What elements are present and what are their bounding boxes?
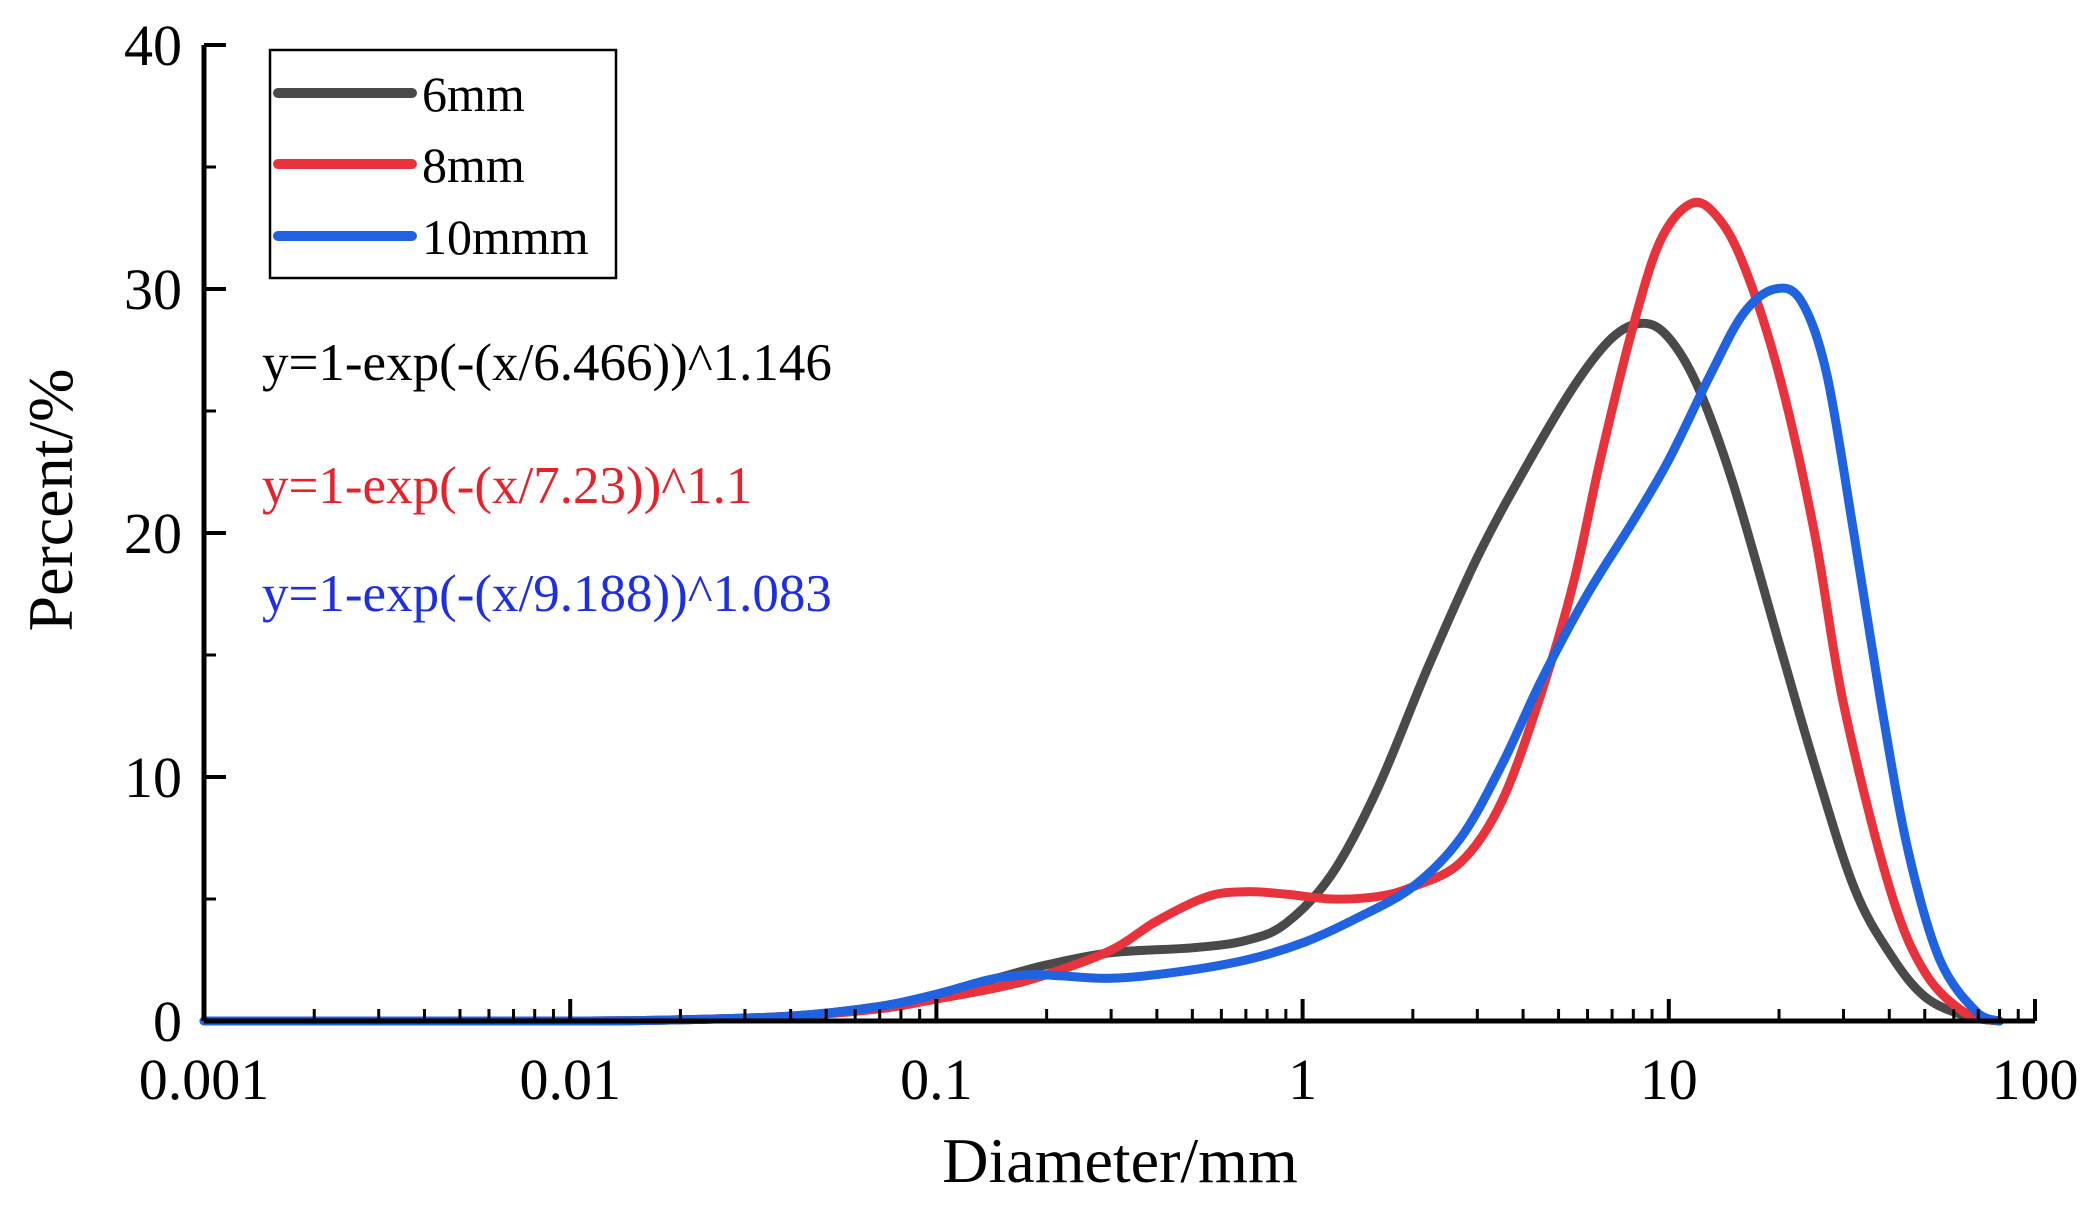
equation-6mm: y=1-exp(-(x/6.466))^1.146 bbox=[262, 334, 832, 392]
equation-10mmm: y=1-exp(-(x/9.188))^1.083 bbox=[262, 565, 832, 623]
legend-label-6mm: 6mm bbox=[422, 66, 525, 122]
series-line-6mm bbox=[199, 318, 2004, 1026]
x-tick-label: 0.001 bbox=[139, 1047, 270, 1112]
x-tick-label: 100 bbox=[1992, 1047, 2079, 1112]
series-line-10mmm bbox=[199, 283, 2004, 1026]
y-axis-title: Percent/% bbox=[15, 369, 86, 632]
y-tick-label: 40 bbox=[124, 13, 182, 78]
legend-label-8mm: 8mm bbox=[422, 137, 525, 193]
y-tick-label: 10 bbox=[124, 745, 182, 810]
x-tick-label: 1 bbox=[1288, 1047, 1317, 1112]
x-tick-label: 0.1 bbox=[900, 1047, 973, 1112]
x-tick-label: 0.01 bbox=[519, 1047, 621, 1112]
legend-label-10mmm: 10mmm bbox=[422, 209, 589, 265]
x-axis-title: Diameter/mm bbox=[942, 1125, 1297, 1196]
legend: 6mm 8mm 10mmm bbox=[268, 48, 618, 280]
ticks: 0.001 0.01 0.1 1 10 100 0 10 20 30 40 bbox=[124, 13, 2079, 1112]
series-group bbox=[199, 197, 2004, 1026]
y-tick-label: 20 bbox=[124, 501, 182, 566]
y-tick-label: 30 bbox=[124, 257, 182, 322]
y-tick-label: 0 bbox=[153, 989, 182, 1054]
equation-8mm: y=1-exp(-(x/7.23))^1.1 bbox=[262, 457, 752, 515]
x-tick-label: 10 bbox=[1640, 1047, 1698, 1112]
